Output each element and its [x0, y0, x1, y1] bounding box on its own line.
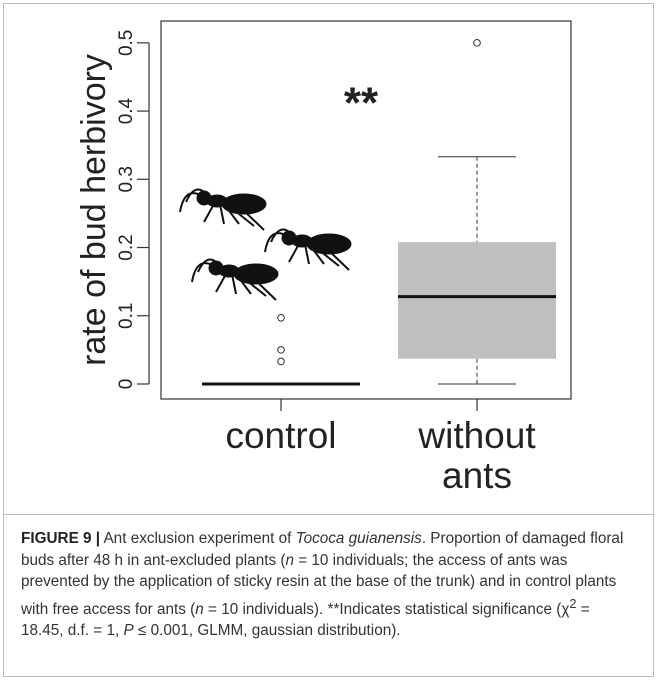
chart: rate of bud herbivory ** 0 0.1 0.2 0.3 0.4 0.… [75, 20, 572, 411]
caption: FIGURE 9 | Ant exclusion experiment of T… [21, 528, 636, 642]
plot-frame [160, 20, 572, 400]
separator [4, 514, 653, 515]
box [398, 242, 556, 359]
y-axis-label: rate of bud herbivory [75, 54, 113, 366]
caption-text: = 10 individuals). **Indicates statistic… [203, 600, 570, 618]
outlier [277, 314, 285, 322]
outlier [473, 39, 481, 47]
caption-symbol: n [285, 551, 294, 569]
y-tick-label: 0.3 [116, 166, 137, 192]
caption-label: FIGURE 9 | [21, 530, 101, 547]
x-tick-label: control [225, 415, 337, 456]
caption-text: ≤ 0.001, GLMM, gaussian distribution). [133, 622, 401, 640]
caption-superscript: 2 [569, 595, 577, 611]
y-tick-label: 0.4 [116, 97, 137, 124]
caption-species: Tococa guianensis [295, 530, 422, 547]
significance-annotation: ** [344, 79, 379, 128]
caption-symbol: n [195, 600, 204, 618]
outlier [277, 346, 285, 354]
outlier [277, 357, 285, 366]
caption-text: = 10 individuals; the access of ants was… [21, 551, 617, 618]
caption-text: . Proportion of damaged floral buds afte… [21, 530, 624, 569]
caption-text: Ant exclusion experiment of [100, 530, 296, 547]
caption-symbol: P [123, 622, 134, 640]
y-tick-label: 0.2 [116, 234, 137, 260]
figure: rate of bud herbivory ** 0 0.1 0.2 0.3 0.4 0.… [3, 3, 654, 677]
y-tick-label: 0.1 [116, 303, 137, 329]
x-tick-label: without ants [418, 415, 536, 496]
y-tick-label: 0 [116, 379, 137, 390]
caption-text: = 18.45, d.f. = 1, [21, 600, 590, 640]
y-tick-label: 0.5 [116, 30, 137, 56]
ant-icons [179, 188, 352, 301]
